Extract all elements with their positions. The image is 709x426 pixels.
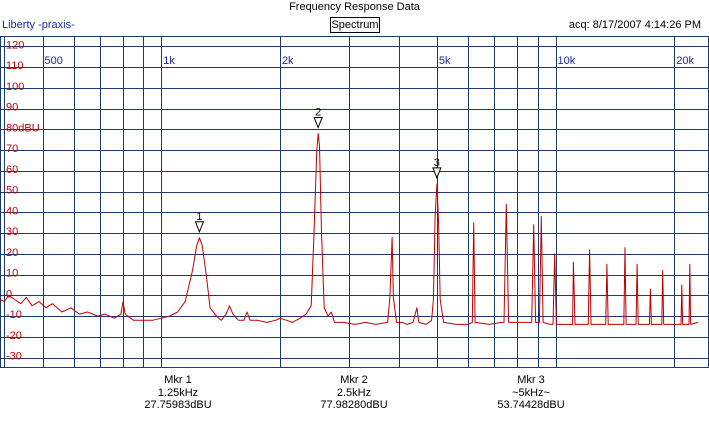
y-tick-label: 110 — [6, 60, 24, 72]
marker-1-label: 1 — [196, 211, 202, 223]
spectrum-plot-svg[interactable]: 1201101009080dBU706050403020100-10-20-30… — [0, 36, 709, 368]
y-tick-label: 20 — [6, 247, 18, 259]
y-tick-label: 120 — [6, 39, 24, 51]
y-tick-label: 40 — [6, 205, 18, 217]
x-tick-label: 1k — [163, 55, 175, 67]
spectrum-trace-0 — [0, 133, 699, 325]
y-tick-label: 50 — [6, 185, 18, 197]
marker-2-label: 2 — [315, 107, 321, 119]
y-tick-label: 90 — [6, 102, 18, 114]
x-tick-label: 5k — [439, 55, 451, 67]
marker-2-freq: 2.5kHz — [336, 386, 372, 399]
marker-readout-1: Mkr 1 1.25kHz 27.75983dBU — [108, 374, 248, 412]
spectrum-plot[interactable]: 120 110 100 90 80dBU 70 60 50 40 30 20 10 0 -10 -20 -30… — [0, 36, 709, 368]
x-tick-labels: 500 1k 2k 5k 10k 20k — [45, 55, 695, 67]
marker-1-name: Mkr 1 — [164, 374, 192, 386]
y-tick-label: 70 — [6, 143, 18, 155]
marker-3-label: 3 — [434, 157, 440, 169]
marker-1-level: 27.75983dBU — [144, 399, 212, 411]
marker-3-name: Mkr 3 — [517, 374, 545, 386]
marker-3-freq: ~5kHz~ — [512, 386, 550, 399]
x-tick-label: 500 — [45, 55, 63, 67]
y-tick-label: 0 — [6, 288, 12, 300]
plot-frame — [0, 36, 709, 368]
x-tick-label: 2k — [282, 55, 294, 67]
app-name: Liberty -praxis- — [2, 19, 75, 31]
marker-2-level: 77.98280dBU — [320, 399, 388, 411]
x-tick-label: 10k — [558, 55, 576, 67]
y-tick-label: 80dBU — [6, 122, 40, 134]
grid-layer — [0, 36, 709, 368]
y-tick-label: 100 — [6, 81, 24, 93]
y-tick-label: 10 — [6, 268, 18, 280]
marker-2-triangle — [313, 117, 323, 129]
acquisition-timestamp: acq: 8/17/2007 4:14:26 PM — [568, 19, 701, 31]
marker-3-level: 53.74428dBU — [497, 399, 565, 411]
marker-layer: 1 2 3 — [194, 107, 442, 234]
marker-1-freq: 1.25kHz — [157, 386, 199, 399]
y-tick-label: 30 — [6, 226, 18, 238]
y-tick-label: -10 — [6, 309, 22, 321]
header-row: Liberty -praxis- Spectrum acq: 8/17/2007… — [0, 17, 709, 35]
marker-readout-2: Mkr 2 2.5kHz 77.98280dBU — [284, 374, 424, 412]
trace-layer — [0, 133, 699, 325]
marker-readout-3: Mkr 3 ~5kHz~ 53.74428dBU — [461, 374, 601, 412]
marker-2-name: Mkr 2 — [340, 374, 368, 386]
x-tick-label: 20k — [676, 55, 694, 67]
marker-3-triangle — [432, 167, 442, 180]
marker-readouts: Mkr 1 1.25kHz 27.75983dBU Mkr 2 2.5kHz 7… — [0, 374, 709, 426]
window-title: Frequency Response Data — [289, 1, 420, 13]
y-tick-label: -30 — [6, 351, 22, 363]
spectrum-mode-button[interactable]: Spectrum — [330, 17, 380, 33]
y-tick-label: 60 — [6, 164, 18, 176]
marker-1-triangle — [194, 221, 205, 234]
y-tick-label: -20 — [6, 330, 22, 342]
